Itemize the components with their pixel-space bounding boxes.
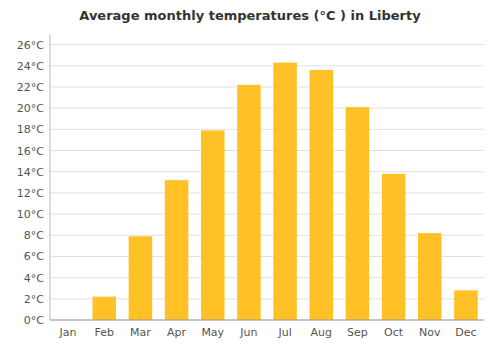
bar [309, 70, 333, 320]
grid-line [50, 44, 484, 45]
title: Average monthly temperatures (°C ) in Li… [79, 8, 421, 23]
x-axis-line [50, 320, 484, 321]
bar [454, 290, 478, 320]
grid-line [50, 214, 484, 215]
y-tick-label: 12°C [17, 187, 44, 200]
grid-line [50, 108, 484, 109]
x-tick-label: Mar [130, 326, 151, 339]
y-axis-line [50, 34, 51, 320]
chart: Average monthly temperatures (°C ) in Li… [0, 0, 500, 350]
y-tick-label: 26°C [17, 39, 44, 52]
x-tick-label: Jan [59, 326, 77, 339]
chart-container: Average monthly temperatures (°C ) in Li… [0, 0, 500, 350]
x-tick-label: Jun [239, 326, 257, 339]
y-tick-label: 20°C [17, 102, 44, 115]
y-tick-label: 18°C [17, 123, 44, 136]
y-tick-label: 14°C [17, 166, 44, 179]
grid-line [50, 129, 484, 130]
x-axis: Jan Feb Mar Apr May Jun Jul Aug Sep Oct Nov Dec [59, 326, 477, 339]
bar [129, 236, 153, 320]
bars [92, 63, 477, 320]
grid-line [50, 320, 484, 321]
x-tick-label: Feb [95, 326, 114, 339]
bar [92, 297, 116, 320]
bar [201, 130, 225, 320]
grid-line [50, 65, 484, 66]
bar [346, 107, 370, 320]
y-tick-label: 2°C [24, 293, 44, 306]
x-tick-label: Sep [347, 326, 368, 339]
y-tick-label: 4°C [24, 272, 44, 285]
x-tick-label: Jul [277, 326, 291, 339]
grid-line [50, 150, 484, 151]
y-tick-label: 10°C [17, 208, 44, 221]
x-tick-label: Dec [455, 326, 476, 339]
bar [273, 63, 297, 320]
x-tick-label: Oct [384, 326, 404, 339]
x-tick-label: Nov [419, 326, 441, 339]
y-tick-label: 22°C [17, 81, 44, 94]
y-tick-label: 6°C [24, 250, 44, 263]
bar [382, 174, 406, 320]
y-axis: 0°C 2°C 4°C 6°C 8°C 10°C 12°C 14°C 16°C 18°C 20°C 2… [17, 39, 484, 327]
grid-line [50, 192, 484, 193]
x-tick-label: Apr [167, 326, 187, 339]
grid-line [50, 86, 484, 87]
y-tick-label: 16°C [17, 145, 44, 158]
y-tick-label: 0°C [24, 314, 44, 327]
x-tick-label: May [201, 326, 224, 339]
bar [418, 233, 442, 320]
y-tick-label: 8°C [24, 229, 44, 242]
grid-line [50, 171, 484, 172]
bar [237, 85, 261, 320]
x-tick-label: Aug [311, 326, 332, 339]
bar [165, 180, 189, 320]
y-tick-label: 24°C [17, 60, 44, 73]
